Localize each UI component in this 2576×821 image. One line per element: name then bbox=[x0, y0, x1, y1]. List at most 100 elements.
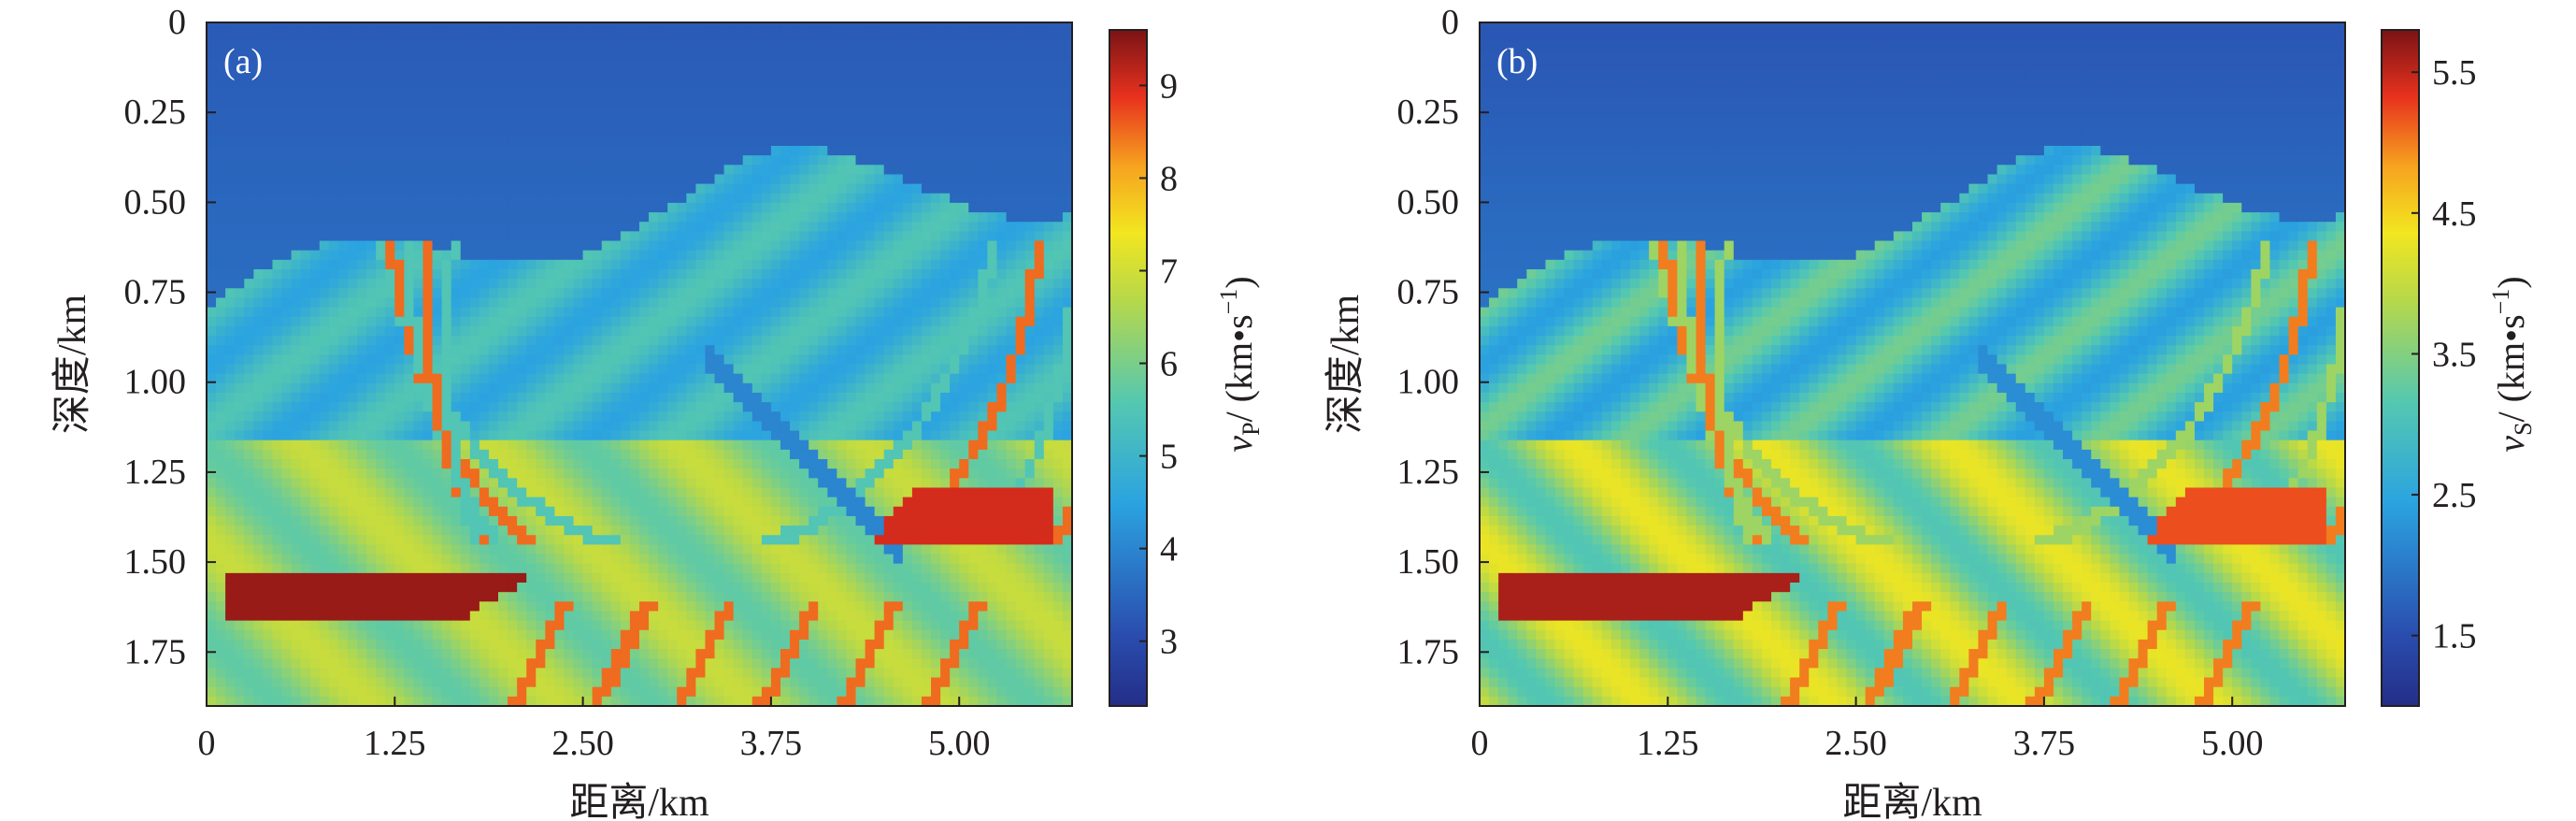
heatmap-cell bbox=[610, 535, 622, 545]
heatmap-cell bbox=[855, 165, 866, 176]
heatmap-cell bbox=[413, 601, 424, 612]
heatmap-cell bbox=[281, 686, 293, 698]
heatmap-cell bbox=[394, 563, 405, 574]
heatmap-cell bbox=[601, 649, 612, 659]
heatmap-cell bbox=[667, 487, 678, 498]
heatmap-cell bbox=[770, 22, 781, 33]
heatmap-cell bbox=[770, 601, 781, 612]
heatmap-cell bbox=[272, 459, 283, 469]
heatmap-cell bbox=[582, 554, 594, 565]
heatmap-cell bbox=[723, 222, 735, 232]
heatmap-cell bbox=[714, 126, 725, 137]
heatmap-cell bbox=[629, 677, 640, 688]
heatmap-cell bbox=[309, 421, 321, 432]
heatmap-cell bbox=[291, 354, 302, 366]
heatmap-cell bbox=[404, 41, 415, 52]
heatmap-cell bbox=[253, 620, 264, 631]
heatmap-cell bbox=[837, 601, 848, 612]
heatmap-cell bbox=[235, 677, 245, 688]
heatmap-cell bbox=[610, 212, 622, 223]
heatmap-cell bbox=[469, 165, 480, 176]
heatmap-cell bbox=[761, 459, 772, 469]
heatmap-cell bbox=[422, 572, 434, 583]
heatmap-cell bbox=[818, 373, 828, 384]
heatmap-cell bbox=[441, 620, 452, 631]
heatmap-cell bbox=[244, 601, 254, 612]
heatmap-cell bbox=[394, 212, 405, 223]
heatmap-cell bbox=[272, 108, 283, 119]
heatmap-cell bbox=[761, 279, 772, 289]
heatmap-cell bbox=[601, 411, 612, 423]
heatmap-cell bbox=[723, 506, 735, 517]
heatmap-cell bbox=[479, 563, 490, 574]
heatmap-cell bbox=[610, 563, 622, 574]
heatmap-cell bbox=[526, 307, 537, 318]
heatmap-cell bbox=[761, 668, 772, 679]
heatmap-cell bbox=[582, 515, 594, 526]
heatmap-cell bbox=[526, 459, 537, 469]
heatmap-cell bbox=[451, 468, 462, 479]
heatmap-cell bbox=[253, 288, 264, 299]
heatmap-cell bbox=[780, 279, 791, 289]
heatmap-cell bbox=[705, 572, 716, 583]
heatmap-cell bbox=[451, 41, 462, 52]
heatmap-cell bbox=[761, 487, 772, 498]
heatmap-cell bbox=[780, 268, 791, 280]
heatmap-cell bbox=[394, 22, 405, 33]
heatmap-cell bbox=[328, 468, 339, 479]
heatmap-cell bbox=[846, 686, 857, 698]
heatmap-cell bbox=[837, 677, 848, 688]
heatmap-cell bbox=[309, 288, 321, 299]
heatmap-cell bbox=[705, 145, 716, 156]
heatmap-cell bbox=[705, 497, 716, 508]
heatmap-cell bbox=[837, 430, 848, 441]
heatmap-cell bbox=[253, 202, 264, 213]
heatmap-cell bbox=[846, 611, 857, 622]
heatmap-cell bbox=[422, 544, 434, 555]
heatmap-cell bbox=[790, 22, 800, 33]
heatmap-cell bbox=[451, 459, 462, 469]
heatmap-cell bbox=[790, 50, 800, 62]
heatmap-cell bbox=[526, 497, 537, 508]
heatmap-cell bbox=[207, 222, 217, 232]
heatmap-cell bbox=[347, 554, 358, 565]
heatmap-cell bbox=[837, 583, 848, 593]
heatmap-cell bbox=[479, 145, 490, 156]
heatmap-cell bbox=[376, 411, 386, 423]
heatmap-cell bbox=[677, 402, 687, 412]
heatmap-cell bbox=[667, 382, 678, 394]
heatmap-cell bbox=[809, 126, 819, 137]
heatmap-cell bbox=[328, 449, 339, 460]
heatmap-cell bbox=[770, 696, 781, 707]
heatmap-cell bbox=[536, 373, 546, 384]
heatmap-cell bbox=[328, 155, 339, 166]
heatmap-cell bbox=[799, 592, 809, 602]
heatmap-cell bbox=[451, 193, 462, 204]
heatmap-cell bbox=[385, 32, 395, 42]
heatmap-cell bbox=[610, 174, 622, 185]
heatmap-cell bbox=[413, 336, 424, 346]
heatmap-cell bbox=[846, 478, 857, 489]
heatmap-cell bbox=[263, 155, 274, 166]
heatmap-cell bbox=[695, 108, 707, 119]
heatmap-cell bbox=[366, 288, 377, 299]
heatmap-cell bbox=[235, 649, 245, 659]
heatmap-cell bbox=[413, 288, 424, 299]
heatmap-cell bbox=[536, 108, 546, 119]
heatmap-cell bbox=[545, 364, 556, 375]
heatmap-cell bbox=[733, 145, 744, 156]
heatmap-cell bbox=[404, 250, 415, 261]
heatmap-cell bbox=[705, 307, 716, 318]
heatmap-cell bbox=[460, 108, 471, 119]
heatmap-cell bbox=[263, 50, 274, 62]
heatmap-cell bbox=[677, 145, 687, 156]
heatmap-cell bbox=[526, 658, 537, 669]
heatmap-cell bbox=[705, 430, 716, 441]
heatmap-cell bbox=[554, 145, 565, 156]
heatmap-cell bbox=[347, 601, 358, 612]
heatmap-cell bbox=[216, 279, 226, 289]
heatmap-cell bbox=[837, 297, 848, 309]
heatmap-cell bbox=[695, 193, 707, 204]
heatmap-cell bbox=[658, 165, 668, 176]
heatmap-cell bbox=[714, 526, 725, 536]
